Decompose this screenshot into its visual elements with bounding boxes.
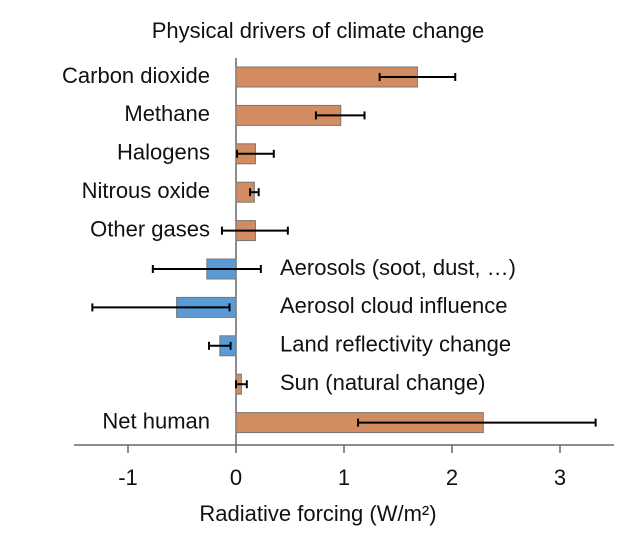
category-label: Nitrous oxide — [82, 178, 210, 203]
x-tick-label: 1 — [338, 465, 350, 490]
x-tick-label: 0 — [230, 465, 242, 490]
category-label: Carbon dioxide — [62, 63, 210, 88]
category-label: Aerosol cloud influence — [280, 293, 507, 318]
x-tick-label: -1 — [118, 465, 138, 490]
category-label: Methane — [124, 101, 210, 126]
category-label: Aerosols (soot, dust, …) — [280, 255, 516, 280]
category-label: Net human — [102, 408, 210, 433]
x-axis-label: Radiative forcing (W/m²) — [199, 501, 436, 526]
x-tick-label: 3 — [554, 465, 566, 490]
x-tick-label: 2 — [446, 465, 458, 490]
category-label: Halogens — [117, 140, 210, 165]
category-label: Other gases — [90, 216, 210, 241]
category-label: Sun (natural change) — [280, 370, 485, 395]
category-label: Land reflectivity change — [280, 332, 511, 357]
chart-title: Physical drivers of climate change — [152, 18, 485, 43]
